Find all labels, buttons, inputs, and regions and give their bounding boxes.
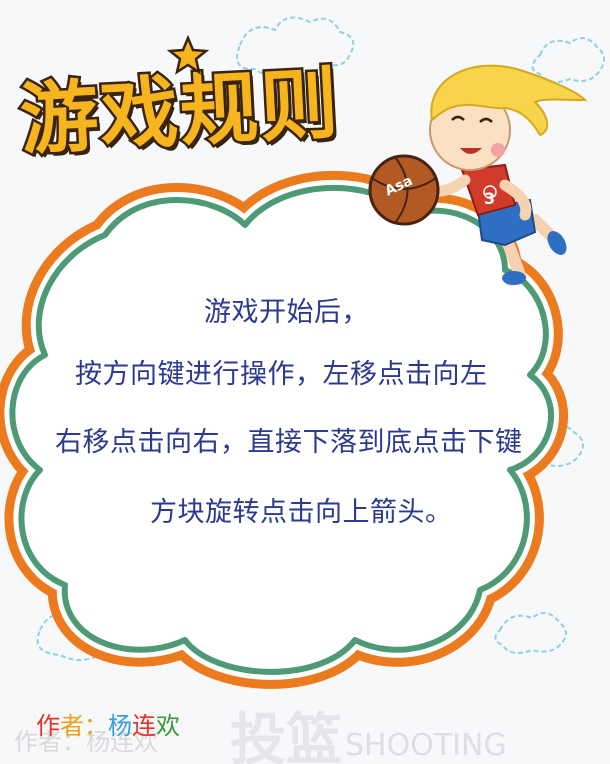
watermark-shooting: SHOOTING	[345, 728, 507, 763]
watermark-author: 作者：杨连欢	[14, 728, 158, 756]
rule-line-4: 方块旋转点击向上箭头。	[150, 497, 453, 528]
author-credit: 作者：杨连欢	[36, 706, 180, 741]
rule-line-1: 游戏开始后，	[204, 297, 369, 328]
cloud-bottom-left	[36, 606, 140, 661]
cloud-bottom-right	[494, 612, 567, 655]
rule-line-3: 右移点击向右，直接下落到底点击下键	[55, 427, 523, 458]
author-name-a: 杨	[108, 712, 132, 740]
author-name-c: 欢	[156, 712, 180, 740]
author-name-b: 连	[132, 712, 156, 740]
cloud-top-right	[531, 37, 605, 84]
author-label-b: 者：	[60, 712, 108, 740]
jersey-number: 3	[484, 189, 495, 208]
rule-line-2: 按方向键进行操作，左移点击向左	[75, 359, 488, 390]
watermark-big: 投篮	[230, 708, 342, 764]
author-label-a: 作	[36, 712, 60, 740]
